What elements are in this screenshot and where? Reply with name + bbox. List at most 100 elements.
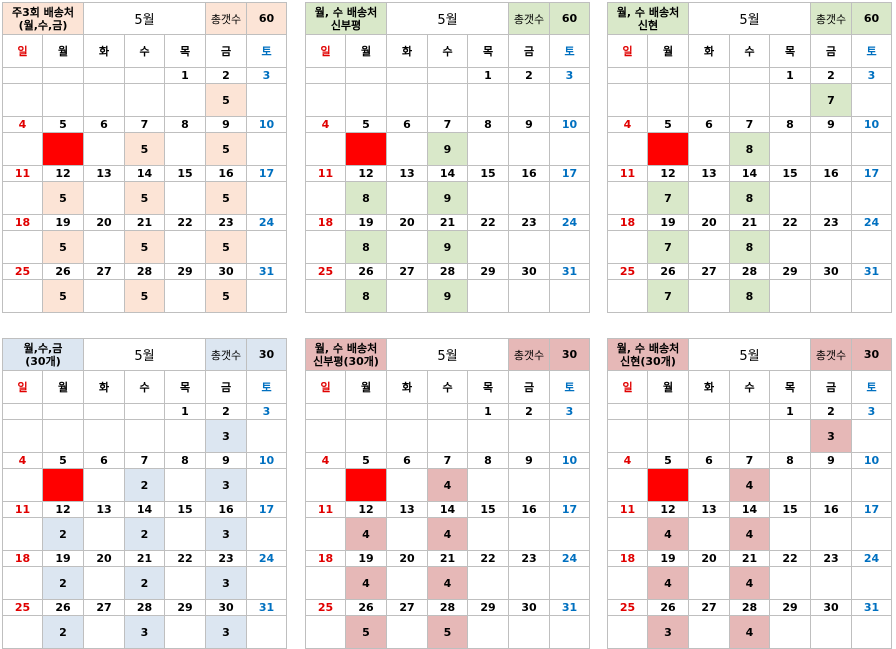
- date-cell[interactable]: 9: [508, 116, 550, 133]
- date-cell[interactable]: 25: [305, 263, 346, 280]
- delivery-count-cell[interactable]: [42, 83, 84, 117]
- delivery-count-cell[interactable]: [2, 566, 43, 600]
- date-cell[interactable]: 20: [83, 214, 125, 231]
- date-cell[interactable]: 25: [2, 599, 43, 616]
- date-cell[interactable]: 28: [427, 263, 468, 280]
- date-cell[interactable]: 25: [607, 599, 648, 616]
- delivery-count-cell[interactable]: [2, 517, 43, 551]
- date-cell[interactable]: 24: [851, 214, 892, 231]
- date-cell[interactable]: 31: [549, 599, 590, 616]
- date-cell[interactable]: 5: [42, 452, 84, 469]
- weekday-header[interactable]: 화: [83, 34, 125, 68]
- date-cell[interactable]: [345, 67, 387, 84]
- delivery-count-cell[interactable]: [607, 181, 648, 215]
- total-count-value[interactable]: 60: [549, 2, 590, 35]
- date-cell[interactable]: 18: [607, 214, 648, 231]
- date-cell[interactable]: 16: [508, 501, 550, 518]
- month-label[interactable]: 5월: [386, 2, 509, 35]
- delivery-count-cell[interactable]: 5: [427, 615, 468, 649]
- delivery-count-cell[interactable]: [2, 279, 43, 313]
- delivery-count-cell[interactable]: [305, 468, 346, 502]
- delivery-count-cell[interactable]: [386, 230, 428, 264]
- date-cell[interactable]: 9: [205, 116, 247, 133]
- date-cell[interactable]: 1: [769, 403, 811, 420]
- date-cell[interactable]: 3: [246, 403, 287, 420]
- date-cell[interactable]: 11: [607, 165, 648, 182]
- total-count-value[interactable]: 60: [851, 2, 892, 35]
- date-cell[interactable]: [729, 67, 770, 84]
- delivery-count-cell[interactable]: 8: [729, 181, 770, 215]
- date-cell[interactable]: 22: [769, 550, 811, 567]
- weekday-header[interactable]: 월: [647, 370, 689, 404]
- calendar-title[interactable]: 주3회 배송처 (월,수,금): [2, 2, 84, 35]
- total-count-label[interactable]: 총갯수: [508, 338, 550, 371]
- date-cell[interactable]: 7: [124, 116, 165, 133]
- date-cell[interactable]: [345, 403, 387, 420]
- date-cell[interactable]: 15: [769, 165, 811, 182]
- date-cell[interactable]: [42, 403, 84, 420]
- delivery-count-cell[interactable]: 3: [205, 468, 247, 502]
- date-cell[interactable]: 21: [729, 550, 770, 567]
- date-cell[interactable]: 15: [467, 501, 509, 518]
- weekday-header[interactable]: 토: [851, 34, 892, 68]
- weekday-header[interactable]: 토: [851, 370, 892, 404]
- date-cell[interactable]: 23: [205, 550, 247, 567]
- date-cell[interactable]: 8: [769, 452, 811, 469]
- date-cell[interactable]: [607, 67, 648, 84]
- delivery-count-cell[interactable]: [688, 419, 730, 453]
- date-cell[interactable]: 17: [851, 165, 892, 182]
- delivery-count-cell[interactable]: [427, 419, 468, 453]
- delivery-count-cell[interactable]: 4: [729, 566, 770, 600]
- delivery-count-cell[interactable]: [164, 83, 206, 117]
- date-cell[interactable]: 20: [688, 214, 730, 231]
- delivery-count-cell[interactable]: [810, 132, 852, 166]
- delivery-count-cell[interactable]: [386, 419, 428, 453]
- delivery-count-cell[interactable]: [305, 615, 346, 649]
- date-cell[interactable]: 26: [42, 599, 84, 616]
- month-label[interactable]: 5월: [83, 2, 206, 35]
- date-cell[interactable]: 6: [83, 452, 125, 469]
- date-cell[interactable]: 4: [305, 116, 346, 133]
- date-cell[interactable]: 24: [851, 550, 892, 567]
- weekday-header[interactable]: 금: [810, 370, 852, 404]
- delivery-count-cell[interactable]: 5: [42, 279, 84, 313]
- date-cell[interactable]: 25: [305, 599, 346, 616]
- weekday-header[interactable]: 일: [305, 370, 346, 404]
- date-cell[interactable]: 11: [305, 501, 346, 518]
- date-cell[interactable]: 6: [688, 116, 730, 133]
- delivery-count-cell[interactable]: [607, 566, 648, 600]
- weekday-header[interactable]: 수: [729, 370, 770, 404]
- delivery-count-cell[interactable]: 2: [124, 517, 165, 551]
- date-cell[interactable]: [647, 403, 689, 420]
- date-cell[interactable]: 13: [688, 165, 730, 182]
- delivery-count-cell[interactable]: 9: [427, 181, 468, 215]
- date-cell[interactable]: 11: [305, 165, 346, 182]
- date-cell[interactable]: 18: [607, 550, 648, 567]
- delivery-count-cell[interactable]: [810, 566, 852, 600]
- date-cell[interactable]: 1: [164, 403, 206, 420]
- delivery-count-cell[interactable]: [246, 468, 287, 502]
- month-label[interactable]: 5월: [83, 338, 206, 371]
- date-cell[interactable]: 10: [851, 452, 892, 469]
- date-cell[interactable]: 17: [851, 501, 892, 518]
- delivery-count-cell[interactable]: [688, 230, 730, 264]
- weekday-header[interactable]: 목: [769, 370, 811, 404]
- delivery-count-cell[interactable]: [164, 230, 206, 264]
- weekday-header[interactable]: 토: [549, 370, 590, 404]
- holiday-cell[interactable]: [647, 468, 689, 502]
- delivery-count-cell[interactable]: 4: [427, 468, 468, 502]
- delivery-count-cell[interactable]: [246, 230, 287, 264]
- delivery-count-cell[interactable]: [305, 230, 346, 264]
- delivery-count-cell[interactable]: [305, 132, 346, 166]
- date-cell[interactable]: [688, 403, 730, 420]
- date-cell[interactable]: [124, 67, 165, 84]
- weekday-header[interactable]: 토: [549, 34, 590, 68]
- delivery-count-cell[interactable]: [467, 279, 509, 313]
- delivery-count-cell[interactable]: [508, 419, 550, 453]
- calendar-title[interactable]: 월, 수 배송처 신부평: [305, 2, 387, 35]
- delivery-count-cell[interactable]: [305, 517, 346, 551]
- delivery-count-cell[interactable]: [246, 517, 287, 551]
- date-cell[interactable]: 12: [345, 165, 387, 182]
- delivery-count-cell[interactable]: [769, 517, 811, 551]
- delivery-count-cell[interactable]: 5: [124, 279, 165, 313]
